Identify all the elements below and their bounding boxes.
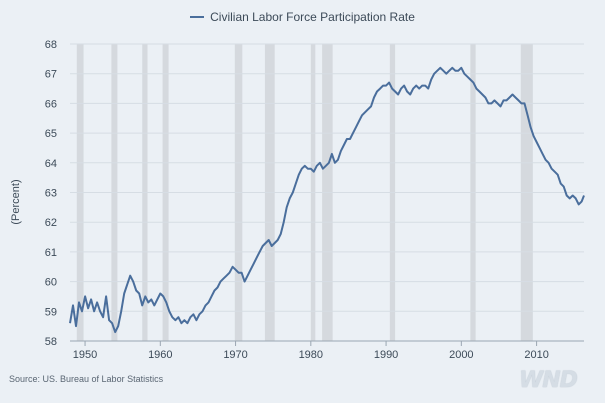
y-tick-label-64: 64 — [45, 158, 57, 170]
y-tick-label-58: 58 — [45, 336, 57, 348]
wnd-logo: WND — [519, 368, 578, 393]
series-layer — [69, 66, 585, 334]
x-tick-label-1970: 1970 — [223, 349, 247, 361]
y-tick-label-66: 66 — [45, 98, 57, 110]
x-tick-label-2000: 2000 — [449, 349, 473, 361]
legend-swatch — [190, 15, 205, 18]
source-note: Source: US. Bureau of Labor Statistics — [9, 374, 164, 384]
y-tick-label-68: 68 — [45, 39, 57, 51]
x-tick-label-1980: 1980 — [299, 349, 323, 361]
y-tick-label-61: 61 — [45, 247, 57, 259]
series-line-0 — [69, 66, 585, 334]
y-axis-ticks: 58 59 60 61 62 63 64 65 66 67 68 — [45, 39, 57, 348]
y-tick-label-59: 59 — [45, 306, 57, 318]
y-tick-label-67: 67 — [45, 69, 57, 81]
x-axis-ticks: 1950 1960 1970 1980 1990 2000 2010 — [70, 340, 584, 361]
x-tick-label-1990: 1990 — [374, 349, 398, 361]
legend-label: Civilian Labor Force Participation Rate — [210, 10, 415, 24]
x-tick-label-1950: 1950 — [73, 349, 97, 361]
y-tick-label-62: 62 — [45, 217, 57, 229]
y-tick-label-63: 63 — [45, 188, 57, 200]
x-tick-label-2010: 2010 — [524, 349, 548, 361]
x-tick-label-1960: 1960 — [148, 349, 172, 361]
y-tick-label-65: 65 — [45, 128, 57, 140]
legend: Civilian Labor Force Participation Rate — [0, 10, 605, 24]
y-tick-label-60: 60 — [45, 277, 57, 289]
gridlines — [70, 43, 584, 342]
